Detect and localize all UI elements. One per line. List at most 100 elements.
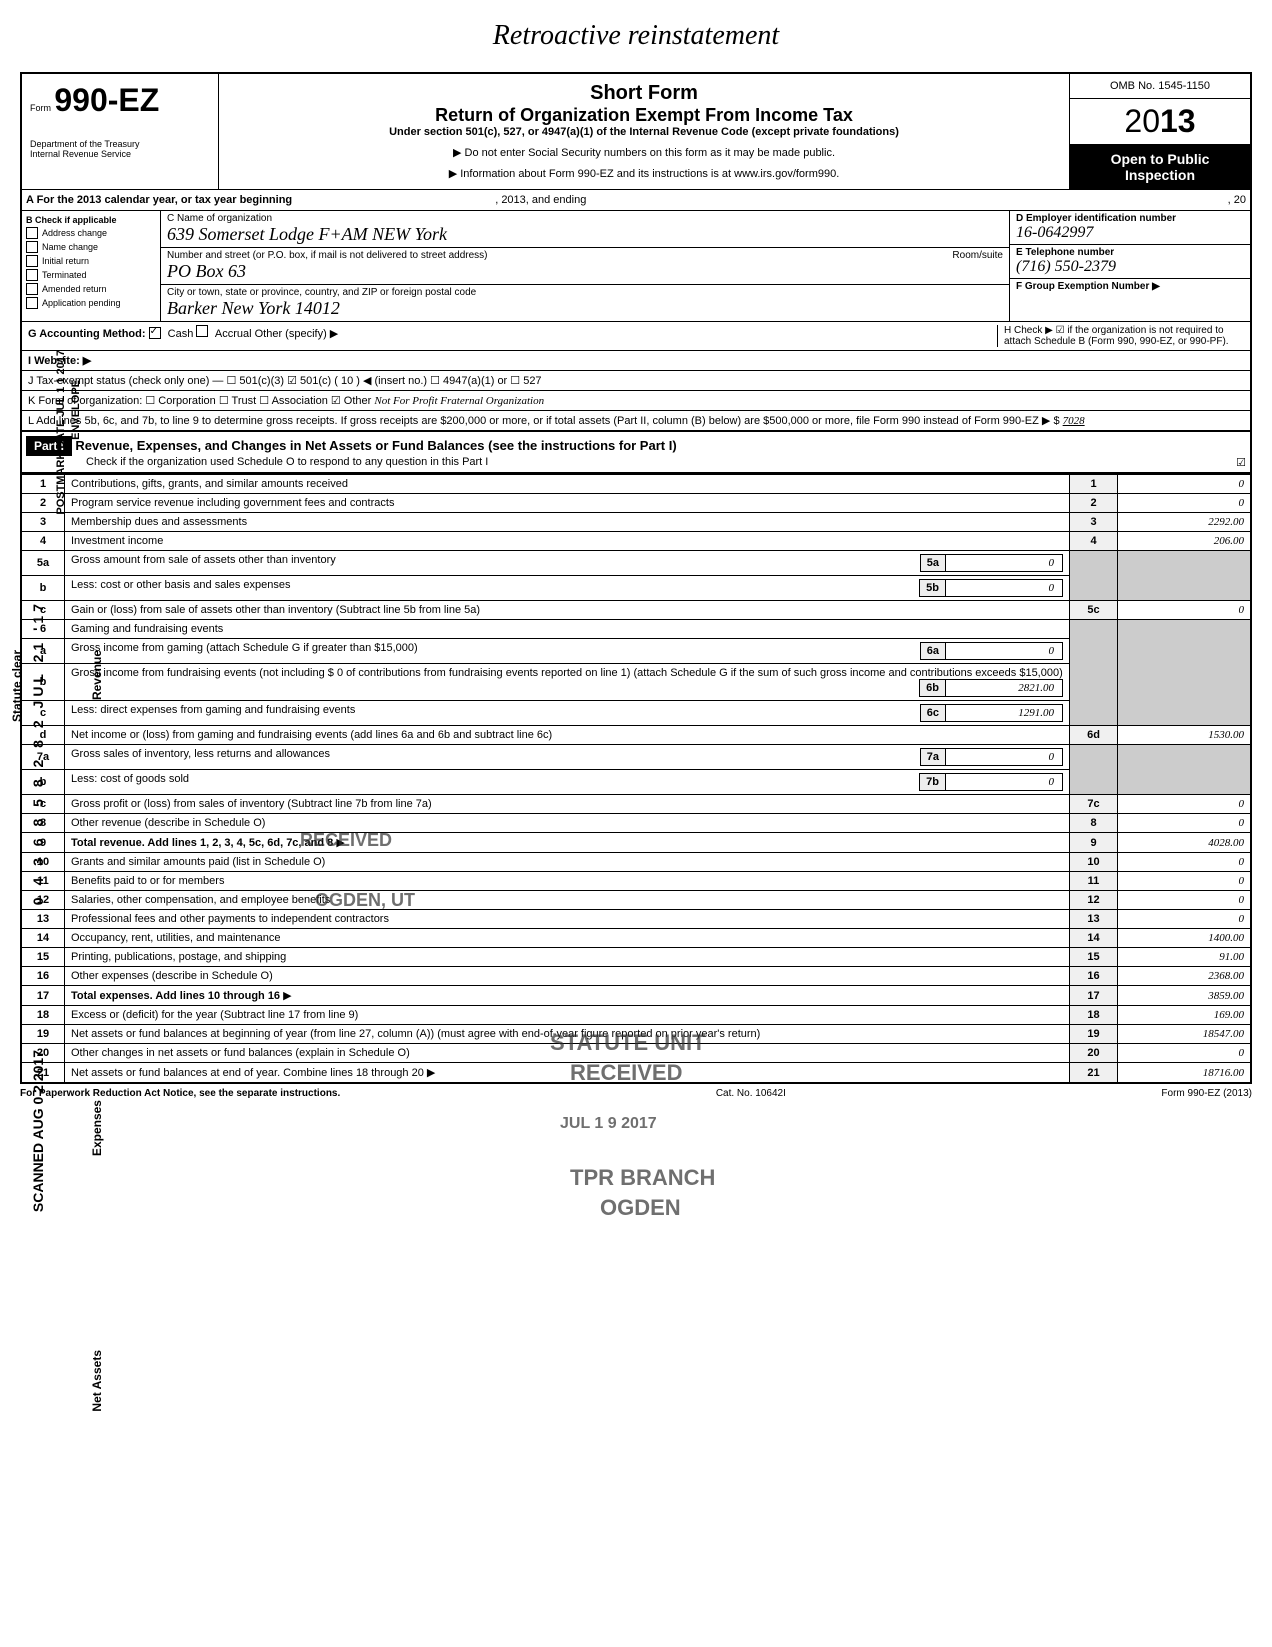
form-number-box: Form 990-EZ Department of the Treasury I… — [22, 74, 219, 189]
year-prefix: 20 — [1124, 103, 1160, 139]
sub-5a-val: 0 — [946, 554, 1063, 572]
sub-5b: 5b — [919, 579, 946, 597]
line-11-desc: Benefits paid to or for members — [65, 872, 1070, 891]
dept-label: Department of the Treasury — [30, 139, 210, 149]
part1-check-note: Check if the organization used Schedule … — [86, 456, 488, 468]
stamp-ogden2: OGDEN — [600, 1195, 681, 1221]
line-6c: cLess: direct expenses from gaming and f… — [21, 701, 1251, 726]
sub-6b-val: 2821.00 — [946, 679, 1063, 697]
line-6a: aGross income from gaming (attach Schedu… — [21, 639, 1251, 664]
line-11-val: 0 — [1118, 872, 1252, 891]
sub-7a-val: 0 — [946, 748, 1063, 766]
line-3: 3Membership dues and assessments32292.00 — [21, 513, 1251, 532]
form-prefix: Form — [30, 103, 51, 113]
cb-label: Initial return — [42, 256, 89, 266]
e-value: (716) 550-2379 — [1016, 258, 1244, 276]
line-15: 15Printing, publications, postage, and s… — [21, 948, 1251, 967]
line-1: 1Contributions, gifts, grants, and simil… — [21, 475, 1251, 494]
cb-label: Amended return — [42, 284, 107, 294]
stamp-scanned: SCANNED AUG 0 2 2017 — [30, 1050, 46, 1215]
stamp-batch: 0 4 3 6 8 5 8 2 8 2 JUL 21 '17 — [30, 600, 46, 908]
line-21-val: 18716.00 — [1118, 1063, 1252, 1084]
h-box: H Check ▶ ☑ if the organization is not r… — [997, 325, 1244, 347]
line-6b-desc: Gross income from fundraising events (no… — [71, 667, 1063, 679]
stamp-tpr: TPR BRANCH — [570, 1165, 715, 1191]
line-10-val: 0 — [1118, 853, 1252, 872]
c-address-label: Number and street (or P.O. box, if mail … — [167, 250, 488, 261]
cb-accrual[interactable] — [196, 325, 208, 337]
c-label: C Name of organization — [167, 213, 1003, 224]
cb-initial-return[interactable]: Initial return — [26, 255, 156, 267]
row-g: G Accounting Method: Cash Accrual Other … — [22, 321, 1250, 350]
f-group-row: F Group Exemption Number ▶ — [1010, 279, 1250, 294]
stamp-received1: RECEIVED — [300, 830, 392, 851]
line-9: 9Total revenue. Add lines 1, 2, 3, 4, 5c… — [21, 833, 1251, 853]
footer-form: Form 990-EZ (2013) — [1161, 1088, 1252, 1099]
e-label: E Telephone number — [1016, 247, 1114, 258]
col-c: C Name of organization 639 Somerset Lodg… — [161, 211, 1010, 321]
sub-5a: 5a — [920, 554, 946, 572]
line-14: 14Occupancy, rent, utilities, and mainte… — [21, 929, 1251, 948]
year-bold: 13 — [1160, 103, 1196, 139]
col-b: B Check if applicable Address change Nam… — [22, 211, 161, 321]
label-a: A For the 2013 calendar year, or tax yea… — [26, 194, 292, 206]
sub-6b: 6b — [919, 679, 946, 697]
line-3-desc: Membership dues and assessments — [65, 513, 1070, 532]
footer-paperwork: For Paperwork Reduction Act Notice, see … — [20, 1088, 340, 1099]
line-21-desc: Net assets or fund balances at end of ye… — [71, 1067, 424, 1079]
cb-address-change[interactable]: Address change — [26, 227, 156, 239]
line-7c-desc: Gross profit or (loss) from sales of inv… — [65, 795, 1070, 814]
footer-cat: Cat. No. 10642I — [716, 1088, 786, 1099]
ending-suffix: , 20 — [1228, 194, 1246, 206]
stamp-postmark: POSTMARK DATE JUL 1 1 2017 — [55, 350, 67, 518]
part1-title: Revenue, Expenses, and Changes in Net As… — [75, 438, 676, 453]
line-15-val: 91.00 — [1118, 948, 1252, 967]
line-12-desc: Salaries, other compensation, and employ… — [65, 891, 1070, 910]
l-label: L Add lines 5b, 6c, and 7b, to line 9 to… — [28, 415, 1039, 427]
d-value: 16-0642997 — [1016, 224, 1244, 242]
k-other-value: Not For Profit Fraternal Organization — [374, 395, 544, 407]
line-5c-desc: Gain or (loss) from sale of assets other… — [65, 601, 1070, 620]
line-4-val: 206.00 — [1118, 532, 1252, 551]
c-room-label: Room/suite — [952, 250, 1003, 261]
line-10: 10Grants and similar amounts paid (list … — [21, 853, 1251, 872]
line-6d: dNet income or (loss) from gaming and fu… — [21, 726, 1251, 745]
section-a: A For the 2013 calendar year, or tax yea… — [20, 189, 1252, 432]
c-city-value: Barker New York 14012 — [167, 298, 1003, 319]
cb-cash[interactable] — [149, 327, 161, 339]
line-17-desc: Total expenses. Add lines 10 through 16 — [71, 990, 280, 1002]
sub-6a-val: 0 — [946, 642, 1063, 660]
ending-label: , 2013, and ending — [495, 194, 586, 206]
d-ein-row: D Employer identification number 16-0642… — [1010, 211, 1250, 245]
line-17-val: 3859.00 — [1118, 986, 1252, 1006]
col-d: D Employer identification number 16-0642… — [1010, 211, 1250, 321]
g-cash: Cash — [168, 328, 194, 340]
stamp-envelope: ENVELOPE — [70, 380, 82, 443]
part1-header-row: Part I Revenue, Expenses, and Changes in… — [20, 432, 1252, 474]
c-name-value: 639 Somerset Lodge F+AM NEW York — [167, 224, 1003, 245]
cb-name-change[interactable]: Name change — [26, 241, 156, 253]
row-k: K Form of organization: ☐ Corporation ☐ … — [22, 390, 1250, 410]
right-box: OMB No. 1545-1150 2013 Open to Public In… — [1070, 74, 1250, 189]
tax-year: 2013 — [1070, 99, 1250, 145]
row-j: J Tax-exempt status (check only one) — ☐… — [22, 370, 1250, 390]
cb-pending[interactable]: Application pending — [26, 297, 156, 309]
line-6b: bGross income from fundraising events (n… — [21, 664, 1251, 701]
stamp-date2: JUL 1 9 2017 — [560, 1115, 657, 1133]
f-label: F Group Exemption Number ▶ — [1016, 281, 1160, 292]
c-city-row: City or town, state or province, country… — [161, 285, 1009, 321]
g-label: G Accounting Method: — [28, 328, 146, 340]
irs-label: Internal Revenue Service — [30, 149, 210, 159]
side-expenses: Expenses — [90, 1100, 104, 1159]
row-l: L Add lines 5b, 6c, and 7b, to line 9 to… — [22, 410, 1250, 430]
sub-6c-val: 1291.00 — [946, 704, 1063, 722]
line-2-val: 0 — [1118, 494, 1252, 513]
g-other: Other (specify) ▶ — [255, 328, 339, 340]
ssn-notice: ▶ Do not enter Social Security numbers o… — [227, 146, 1061, 159]
line-6a-desc: Gross income from gaming (attach Schedul… — [71, 642, 418, 654]
line-18-desc: Excess or (deficit) for the year (Subtra… — [65, 1006, 1070, 1025]
cb-amended[interactable]: Amended return — [26, 283, 156, 295]
cb-terminated[interactable]: Terminated — [26, 269, 156, 281]
cb-label: Terminated — [42, 270, 87, 280]
open-public-label: Open to Public Inspection — [1070, 145, 1250, 189]
